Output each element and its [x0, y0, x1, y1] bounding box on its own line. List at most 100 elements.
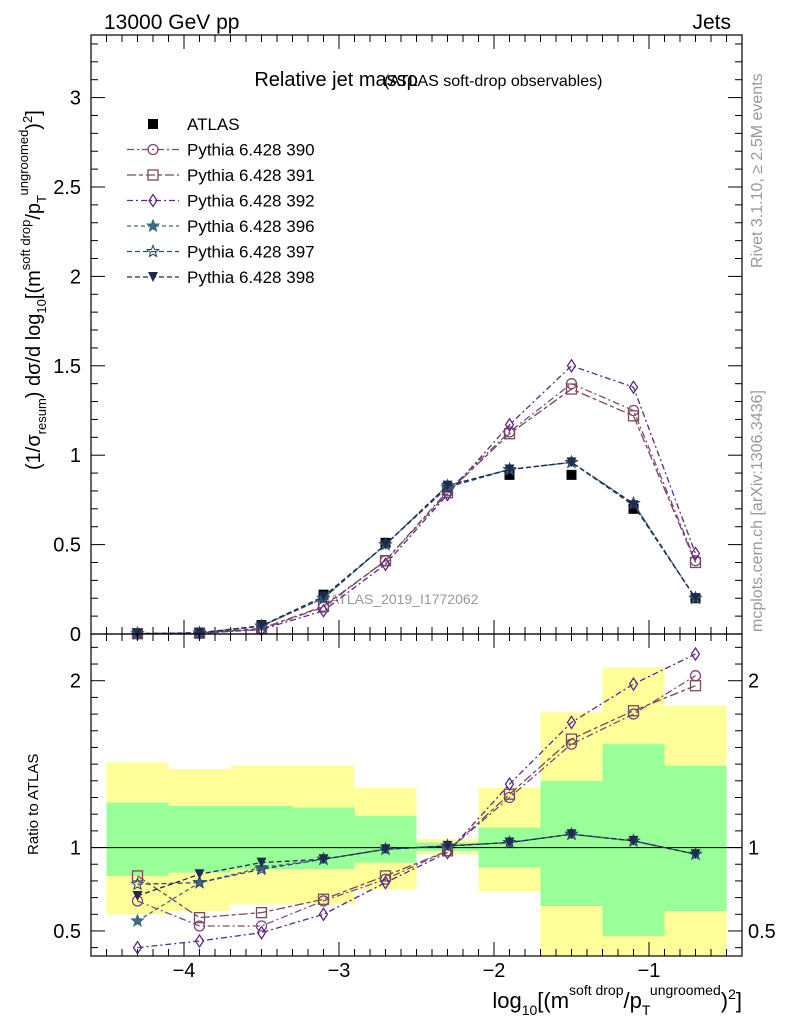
data-point — [690, 646, 701, 662]
legend-marker — [145, 243, 161, 258]
main-title-sub: (ATLAS soft-drop observables) — [384, 73, 602, 90]
legend-item: Pythia 6.428 398 — [127, 268, 315, 287]
data-point — [130, 913, 145, 928]
series-line — [137, 461, 697, 635]
data-point — [318, 907, 329, 922]
series-s398-main — [132, 457, 701, 639]
data-point — [255, 906, 268, 919]
data-point — [380, 844, 391, 855]
data-point — [690, 849, 701, 860]
header-right: Jets — [692, 11, 731, 34]
legend-marker — [148, 272, 158, 282]
data-point — [566, 715, 577, 730]
y-tick-label: 1 — [70, 838, 81, 860]
data-point — [317, 893, 330, 905]
series-data-main — [132, 469, 701, 639]
data-point — [130, 876, 145, 891]
data-point — [256, 620, 267, 631]
data-point — [132, 890, 143, 901]
data-point — [689, 556, 702, 569]
data-point — [627, 705, 640, 717]
data-point — [690, 546, 701, 561]
series-s391-ratio — [131, 680, 702, 924]
y-tick-label: 2 — [70, 266, 81, 288]
data-point — [380, 539, 391, 550]
data-point — [690, 593, 701, 604]
legend: ATLAS Pythia 6.428 390 Pythia 6.428 391 Pyt… — [127, 115, 315, 287]
legend-marker — [147, 143, 159, 156]
data-point — [628, 835, 639, 846]
data-point — [442, 487, 453, 502]
side-text-top: Rivet 3.1.10, ≥ 2.5M events — [749, 73, 766, 268]
x-tick-label: −2 — [483, 960, 506, 982]
legend-label: Pythia 6.428 398 — [187, 268, 315, 287]
data-point — [192, 875, 207, 889]
y-tick-label: 0.5 — [53, 535, 81, 557]
data-point — [504, 837, 515, 848]
data-point — [503, 428, 516, 440]
data-point — [193, 920, 206, 932]
series-line — [137, 685, 696, 919]
series-s397-main — [130, 454, 703, 640]
x-tick-label: −3 — [328, 960, 351, 982]
data-point — [565, 383, 578, 395]
data-point — [194, 869, 205, 880]
legend-marker — [145, 218, 161, 233]
y-tick-label: 3 — [70, 88, 81, 110]
data-point — [194, 627, 205, 638]
series-line — [137, 365, 697, 635]
y-tick-label-right: 1 — [748, 838, 759, 860]
series-s398-ratio — [132, 829, 701, 901]
data-point — [193, 911, 206, 924]
data-point — [628, 500, 639, 511]
data-point — [566, 358, 577, 373]
data-point — [131, 870, 144, 882]
legend-marker — [148, 193, 158, 208]
y-tick-label: 1 — [70, 445, 81, 467]
series-s396-main — [130, 454, 703, 640]
legend-label: Pythia 6.428 396 — [187, 217, 315, 236]
data-point — [194, 933, 205, 949]
legend-item: Pythia 6.428 397 — [127, 243, 315, 262]
data-point — [132, 940, 143, 955]
watermark: ATLAS_2019_I1772062 — [330, 591, 479, 607]
y-tick-label: 2.5 — [53, 177, 81, 199]
series-line — [137, 675, 696, 927]
ratio-ylabel: Ratio to ATLAS — [25, 754, 42, 855]
data-point — [254, 861, 269, 876]
series-line — [137, 461, 697, 635]
series-line — [137, 653, 696, 949]
legend-marker — [148, 119, 158, 129]
uncertainty-band-inner — [540, 780, 603, 906]
y-tick-label-right: 0.5 — [748, 921, 776, 943]
data-point — [627, 410, 640, 422]
data-point — [256, 857, 267, 868]
data-point — [628, 380, 639, 395]
y-tick-label: 0.5 — [53, 921, 81, 943]
uncertainty-band-inner — [664, 765, 727, 911]
data-point — [504, 469, 515, 480]
uncertainty-band-inner — [106, 802, 169, 876]
data-point — [628, 676, 639, 692]
legend-item: Pythia 6.428 392 — [127, 192, 315, 211]
legend-label: ATLAS — [187, 115, 240, 134]
data-point — [318, 591, 329, 602]
header-left: 13000 GeV pp — [104, 11, 239, 34]
legend-item: ATLAS — [148, 115, 240, 134]
x-tick-label: −4 — [173, 960, 196, 982]
data-point — [504, 417, 515, 432]
x-axis-label: log10[(msoft drop/pTungroomed)2] — [492, 982, 742, 1018]
x-tick-label: −1 — [638, 960, 661, 982]
y-tick-label: 0 — [70, 624, 81, 646]
legend-item: Pythia 6.428 390 — [127, 141, 315, 160]
data-point — [566, 469, 577, 480]
legend-item: Pythia 6.428 391 — [127, 166, 315, 185]
legend-label: Pythia 6.428 391 — [187, 166, 315, 185]
data-point — [380, 557, 391, 572]
y-tick-label-right: 2 — [748, 671, 759, 693]
data-point — [566, 457, 577, 468]
y-tick-label: 2 — [70, 671, 81, 693]
legend-marker — [147, 169, 159, 181]
side-text-bottom: mcplots.cern.ch [arXiv:1306.3436] — [749, 390, 766, 632]
